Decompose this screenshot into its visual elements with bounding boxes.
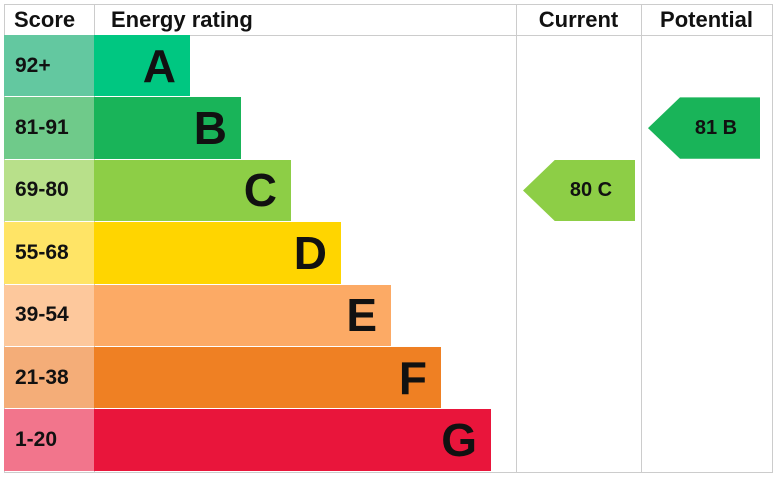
band-bar-f: F	[94, 347, 441, 409]
score-cell-g: 1-20	[4, 409, 94, 471]
header-potential: Potential	[660, 7, 753, 32]
header-energy-rating: Energy rating	[111, 7, 253, 32]
header-score: Score	[14, 7, 76, 32]
header-divider	[4, 35, 772, 36]
band-bar-b: B	[94, 97, 241, 159]
score-cell-d: 55-68	[4, 222, 94, 284]
border-top	[4, 4, 772, 5]
score-cell-b: 81-91	[4, 97, 94, 159]
band-bar-a: A	[94, 35, 190, 97]
band-bar-e: E	[94, 284, 391, 346]
column-divider	[516, 4, 517, 473]
band-bar-g: G	[94, 409, 491, 471]
score-cell-a: 92+	[4, 35, 94, 97]
border-bottom	[4, 472, 772, 473]
score-cell-f: 21-38	[4, 347, 94, 409]
current-rating-arrow: 80 C	[523, 159, 635, 222]
potential-rating-arrow: 81 B	[648, 97, 760, 159]
header-current: Current	[538, 7, 619, 32]
band-bar-c: C	[94, 159, 291, 222]
column-divider	[772, 4, 773, 473]
column-divider	[641, 4, 642, 473]
score-cell-e: 39-54	[4, 284, 94, 346]
band-bar-d: D	[94, 222, 341, 284]
score-cell-c: 69-80	[4, 159, 94, 222]
